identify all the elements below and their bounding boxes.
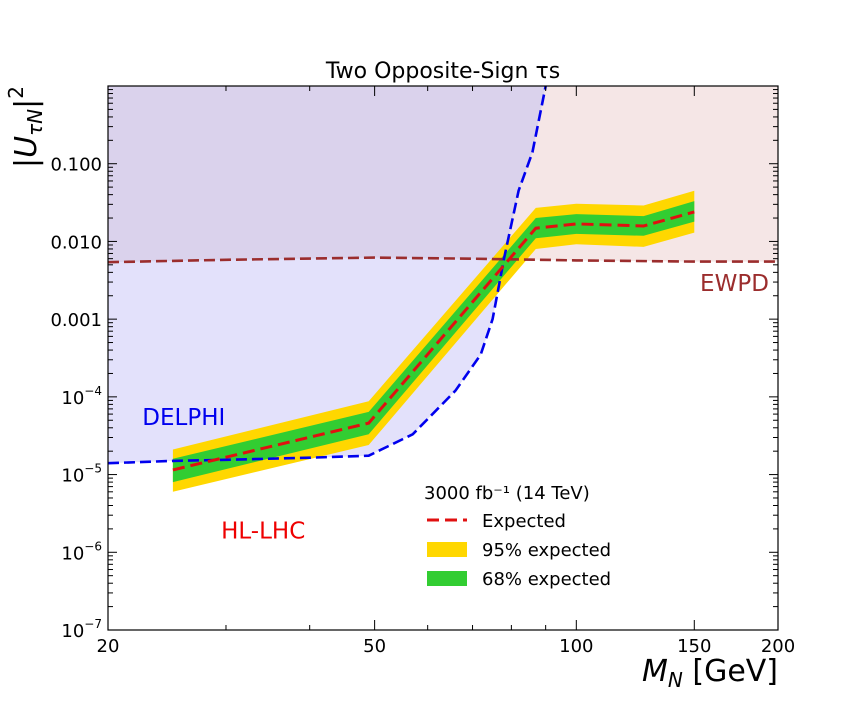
legend-label-expected: Expected <box>482 511 566 532</box>
x-tick-label: 150 <box>677 636 711 657</box>
delphi-ewpd-overlap-region <box>108 86 546 263</box>
delphi-boundary-line <box>108 86 547 465</box>
x-tick-label: 20 <box>97 636 120 657</box>
y-tick-label: 0.010 <box>50 232 102 253</box>
plot-area <box>108 86 778 492</box>
axis-ticks <box>107 86 779 631</box>
x-tick-label: 50 <box>363 636 386 657</box>
chart-title: Two Opposite-Sign τs <box>325 59 560 84</box>
band-68-expected <box>172 201 695 483</box>
legend: 3000 fb⁻¹ (14 TeV) Expected 95% expected… <box>424 483 611 590</box>
y-tick-label: 0.001 <box>50 310 102 331</box>
y-tick-labels: 10−7 10−6 10−5 10−4 0.001 0.010 0.100 <box>50 155 102 642</box>
legend-swatch-68 <box>427 571 467 586</box>
ewpd-boundary-line <box>108 256 778 264</box>
delphi-label: DELPHI <box>142 405 225 431</box>
y-tick-label: 0.100 <box>50 155 102 176</box>
legend-label-95: 95% expected <box>482 540 611 561</box>
y-tick-label: 10−6 <box>61 539 102 564</box>
legend-swatch-95 <box>427 542 467 557</box>
x-tick-label: 200 <box>761 636 795 657</box>
plot-frame <box>107 85 779 631</box>
legend-title: 3000 fb⁻¹ (14 TeV) <box>424 483 590 504</box>
x-tick-label: 100 <box>559 636 593 657</box>
y-axis-label: |UτN|2 <box>4 86 47 168</box>
x-tick-labels: 20 50 100 150 200 <box>97 636 796 657</box>
y-tick-label: 10−4 <box>61 384 102 409</box>
expected-limit-line <box>172 210 695 472</box>
legend-label-68: 68% expected <box>482 569 611 590</box>
y-tick-label: 10−5 <box>61 462 102 487</box>
ewpd-label: EWPD <box>700 271 769 297</box>
hllhc-label: HL-LHC <box>221 519 305 545</box>
y-tick-label: 10−7 <box>61 617 102 642</box>
x-axis-label: MN [GeV] <box>642 654 778 692</box>
